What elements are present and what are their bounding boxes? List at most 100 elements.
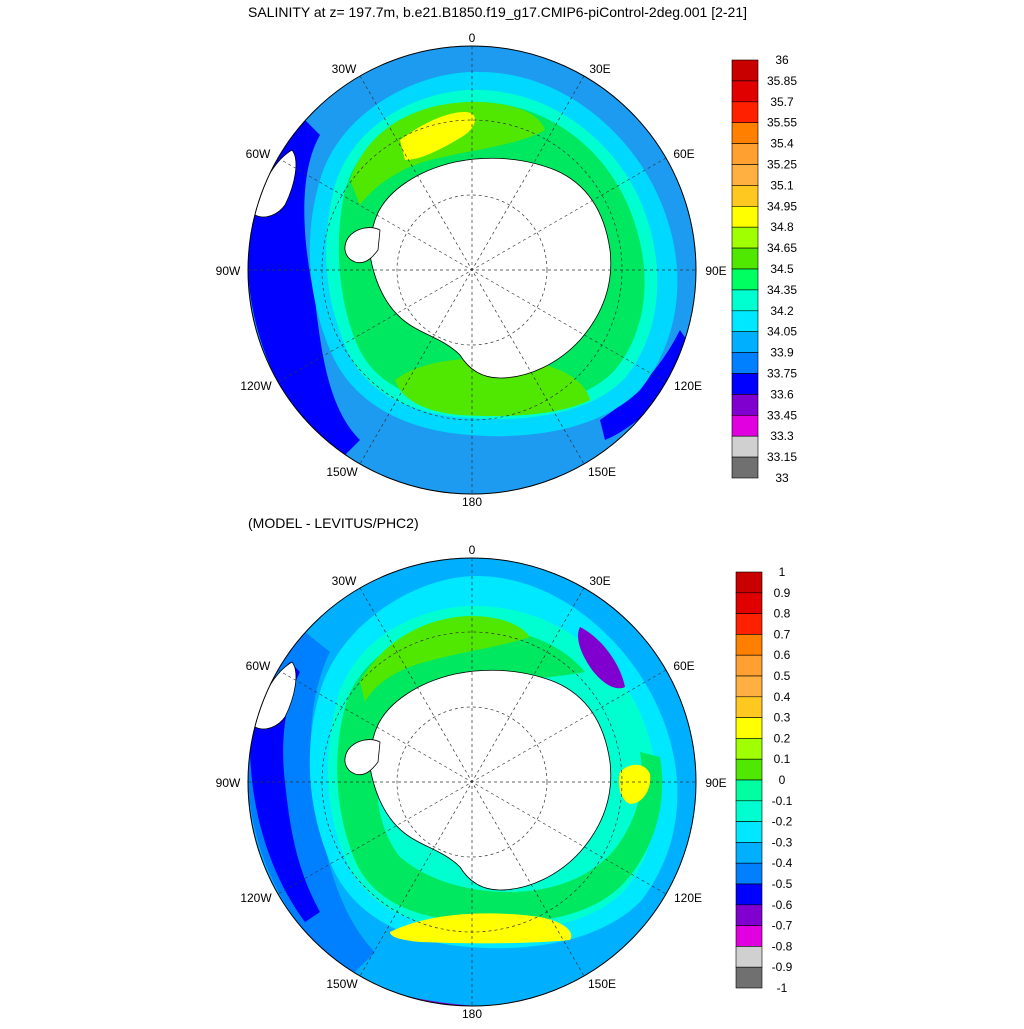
difference-map [248,558,696,1006]
colorbar-swatch [731,122,759,144]
blue-band-southeast [600,330,690,440]
colorbar-label: -0.4 [772,856,793,870]
colorbar-swatch [735,654,763,677]
colorbar-label: 1 [779,565,786,579]
colorbar-swatch [735,634,763,656]
colorbar-label: 33.45 [767,408,797,422]
colorbar-swatch [735,592,763,614]
lon-label-150w: 150W [326,977,358,991]
salinity-map-panel: 0 30W 30E 60W 60E 90W 90E 120W 120E 150W… [0,0,1024,512]
colorbar-swatch [735,758,763,781]
colorbar-label: -0.1 [772,794,793,808]
lon-label-90w: 90W [216,264,241,278]
yellow-ross [390,913,572,944]
colorbar-label: 33.15 [767,450,797,464]
colorbar-swatch [731,80,759,103]
lon-label-150e: 150E [588,465,616,479]
colorbar-swatch [735,675,763,698]
colorbar-label: -0.8 [772,939,793,953]
lon-label-150w: 150W [326,465,358,479]
colorbar-swatch [731,414,759,437]
colorbar-label: -0.7 [772,919,793,933]
colorbar-swatch [731,143,759,165]
colorbar-label: 33.75 [767,367,797,381]
lon-label-30e: 30E [589,62,610,76]
colorbar-label: 34.2 [770,304,794,318]
antarctic-peninsula [344,227,381,264]
colorbar-swatch [735,779,763,802]
colorbar-label: 0 [779,773,786,787]
colorbar-swatch [731,101,759,124]
colorbar-label: 0.2 [774,731,791,745]
lon-label-180: 180 [462,1007,482,1021]
green-weddell [350,101,545,205]
colorbar-label: 35.1 [770,178,794,192]
lon-label-120e: 120E [674,379,702,393]
colorbar-label: 35.55 [767,116,797,130]
lon-label-60w: 60W [246,147,271,161]
antarctic-peninsula [344,739,381,776]
antarctica [369,157,612,379]
colorbar-swatch [731,352,759,374]
colorbar-swatch [731,226,759,249]
map-border [247,45,697,495]
colorbar-label: 35.85 [767,74,797,88]
colorbar-swatch [735,821,763,843]
longitude-labels: 0 30W 30E 60W 60E 90W 90E 120W 120E 150W… [216,543,727,1021]
colorbar-label: -0.5 [772,877,793,891]
lon-label-180: 180 [462,495,482,509]
colorbar-label: 33 [775,471,789,485]
colorbar-label: -0.2 [772,815,793,829]
colorbar-label: 0.3 [774,711,791,725]
salinity-map [248,46,696,494]
colorbar-swatch [731,435,759,458]
salinity-colorbar: 36 35.85 35.7 35.55 35.4 35.25 35.1 34.95 34.8 34… [731,53,797,485]
colorbar-swatch [731,268,759,291]
colorbar-swatch [731,164,759,186]
colorbar-swatch [735,571,763,594]
colorbar-label: 34.5 [770,262,794,276]
lon-label-120w: 120W [240,891,272,905]
colorbar-swatch [731,247,759,270]
colorbar-swatch [731,456,759,479]
colorbar-swatch [735,966,763,989]
colorbar-label: 0.9 [774,586,791,600]
colorbar-label: 34.35 [767,283,797,297]
lon-label-60e: 60E [673,659,694,673]
difference-map-panel: 0 30W 30E 60W 60E 90W 90E 120W 120E 150W… [0,512,1024,1024]
lon-label-120e: 120E [674,891,702,905]
colorbar-label: 0.6 [774,648,791,662]
colorbar-label: -0.3 [772,835,793,849]
colorbar-label: 33.3 [770,429,794,443]
colorbar-label: 0.8 [774,607,791,621]
colorbar-label: 0.4 [774,690,791,704]
colorbar-label: 35.7 [770,95,794,109]
graticule [248,46,696,494]
purple-east [578,627,625,689]
colorbar-swatch [735,946,763,968]
yellow-patch-east [618,764,651,804]
colorbar-swatch [735,842,763,864]
colorbar-label: 33.9 [770,346,794,360]
longitude-labels: 0 30W 30E 60W 60E 90W 90E 120W 120E 150W… [216,31,727,509]
colorbar-swatch [731,185,759,207]
lon-label-30e: 30E [589,574,610,588]
colorbar-label: 0.5 [774,669,791,683]
colorbar-label: 34.8 [770,220,794,234]
colorbar-label: -0.6 [772,898,793,912]
lon-label-150e: 150E [588,977,616,991]
lon-label-30w: 30W [332,574,357,588]
difference-colorbar: 1 0.9 0.8 0.7 0.6 0.5 0.4 0.3 0.2 0.1 0 -0.1 -0.2 -0.… [735,565,793,995]
colorbar-swatch [735,862,763,885]
colorbar-swatch [731,289,759,312]
colorbar-swatch [731,373,759,395]
colorbar-label: 33.6 [770,387,794,401]
colorbar-swatch [731,59,759,82]
lon-label-0: 0 [469,31,476,45]
colorbar-label: 34.95 [767,199,797,213]
colorbar-swatch [731,206,759,228]
plot-title: SALINITY at z= 197.7m, b.e21.B1850.f19_g… [248,4,747,20]
map-border [247,557,697,1007]
antarctica [369,669,612,891]
colorbar-label: 0.7 [774,627,791,641]
